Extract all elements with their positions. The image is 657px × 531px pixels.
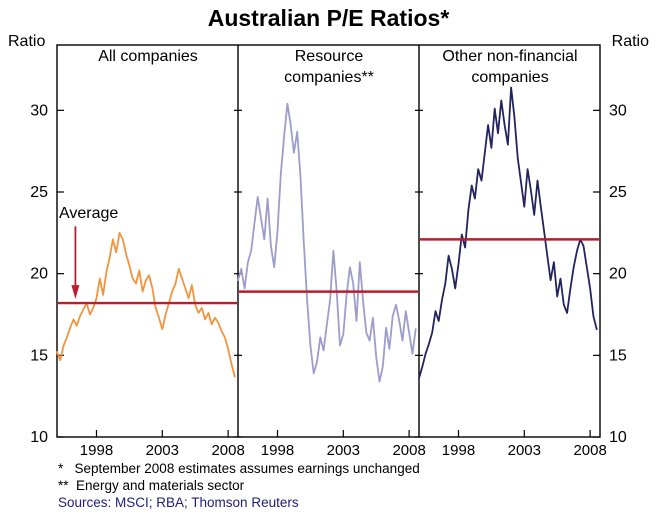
svg-text:1998: 1998 [261,442,294,459]
svg-text:2003: 2003 [327,442,360,459]
sources-line: Sources: MSCI; RBA; Thomson Reuters [58,495,299,510]
svg-text:25: 25 [30,184,48,201]
svg-text:15: 15 [609,347,627,364]
panel-title-other-nonfinancial: Other non-financial companies [442,48,578,86]
footnote-sector: ** Energy and materials sector [58,478,245,493]
svg-text:2003: 2003 [146,442,179,459]
y-axis-title-right: Ratio [611,33,649,50]
svg-text:20: 20 [609,266,627,283]
svg-text:10: 10 [30,429,48,446]
svg-text:2008: 2008 [211,442,244,459]
svg-text:2008: 2008 [392,442,425,459]
footnote-estimates: * September 2008 estimates assumes earni… [58,461,420,476]
svg-text:2003: 2003 [508,442,541,459]
svg-text:2008: 2008 [573,442,606,459]
svg-text:25: 25 [609,184,627,201]
svg-text:1998: 1998 [80,442,113,459]
y-axis-title-left: Ratio [8,33,46,50]
svg-text:20: 20 [30,266,48,283]
panel-title-all-companies: All companies [98,48,198,65]
svg-text:Average: Average [59,205,118,222]
svg-text:1998: 1998 [442,442,475,459]
svg-text:10: 10 [609,429,627,446]
panel-title-resource-companies: Resource companies** [284,48,374,86]
svg-text:30: 30 [30,102,48,119]
chart-title: Australian P/E Ratios* [207,5,450,31]
svg-text:30: 30 [609,102,627,119]
svg-text:15: 15 [30,347,48,364]
